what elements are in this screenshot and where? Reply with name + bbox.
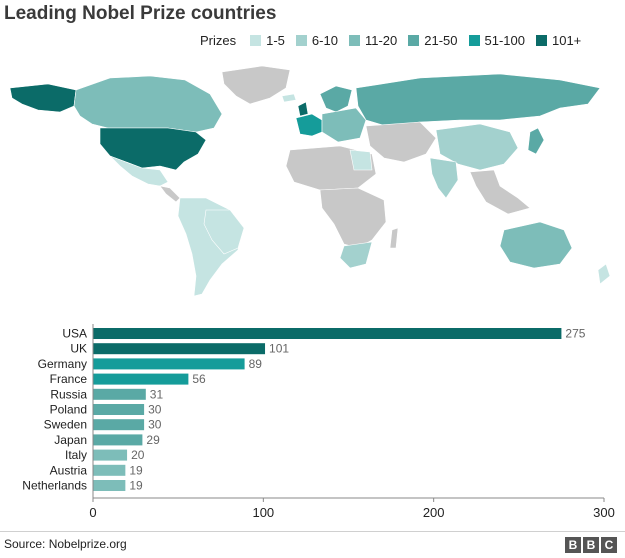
bar-label: Russia xyxy=(50,387,87,401)
map-uk xyxy=(297,101,309,117)
legend-item-label: 1-5 xyxy=(266,33,285,48)
legend-item: 11-20 xyxy=(348,33,398,48)
bar-value-label: 89 xyxy=(249,357,263,371)
map-canada xyxy=(73,75,223,133)
legend-swatch xyxy=(535,35,547,46)
map-madagascar xyxy=(389,227,399,249)
bar xyxy=(93,480,126,491)
map-se-asia xyxy=(469,169,531,215)
x-tick-label: 100 xyxy=(252,505,274,520)
bbc-logo-c: C xyxy=(601,537,617,553)
bar-chart: USA 275 UK 101 Germany 89 France 56 Russia 31 Pola… xyxy=(22,324,615,520)
x-tick-label: 200 xyxy=(423,505,445,520)
chart-title: Leading Nobel Prize countries xyxy=(4,3,277,24)
legend-swatch xyxy=(348,35,360,46)
bar-value-label: 19 xyxy=(129,479,143,493)
footer-divider xyxy=(0,531,625,532)
legend-swatch xyxy=(250,35,262,46)
bar-label: France xyxy=(50,372,88,386)
bbc-logo-b1: B xyxy=(565,537,581,553)
legend-item: 1-5 xyxy=(250,33,285,48)
bar-label: Sweden xyxy=(44,418,87,432)
bar-value-label: 30 xyxy=(148,418,162,432)
legend-item: 101+ xyxy=(535,33,582,48)
bar-value-label: 20 xyxy=(131,448,145,462)
map-central-asia xyxy=(365,121,437,163)
bar xyxy=(93,343,266,355)
map-egypt xyxy=(349,149,373,171)
map-europe-east xyxy=(321,107,367,143)
legend-swatch xyxy=(408,35,420,46)
map-iceland xyxy=(281,93,297,103)
bar-value-label: 275 xyxy=(565,327,585,341)
bar xyxy=(93,358,245,370)
bar-value-label: 31 xyxy=(150,387,164,401)
bar xyxy=(93,404,145,415)
bar-label: Italy xyxy=(65,448,87,462)
legend-item-label: 6-10 xyxy=(311,33,338,48)
bar xyxy=(93,388,146,400)
bar-label: Netherlands xyxy=(22,479,87,493)
legend-swatch xyxy=(468,35,480,46)
bar-value-label: 30 xyxy=(148,403,162,417)
legend-item-label: 21-50 xyxy=(424,33,458,48)
map-usa xyxy=(99,127,207,171)
legend-label: Prizes xyxy=(200,33,237,48)
x-tick-label: 0 xyxy=(89,505,96,520)
bar-value-label: 56 xyxy=(192,372,206,386)
map-china xyxy=(435,123,519,171)
legend-item: 21-50 xyxy=(408,33,458,48)
legend-item-label: 11-20 xyxy=(364,33,398,48)
bar-label: Germany xyxy=(38,357,87,371)
bar-value-label: 101 xyxy=(269,342,289,356)
bar xyxy=(93,464,126,476)
map-japan xyxy=(527,127,545,155)
legend-item-label: 101+ xyxy=(551,33,582,48)
map-central-africa xyxy=(319,187,387,249)
map-brazil xyxy=(203,209,245,255)
bar-value-label: 29 xyxy=(146,433,160,447)
bar-label: USA xyxy=(62,327,87,341)
legend-item: 6-10 xyxy=(295,33,338,48)
bar-label: Austria xyxy=(50,463,88,477)
bar xyxy=(93,373,189,385)
bar xyxy=(93,449,128,461)
map-central-america xyxy=(159,185,181,203)
bar xyxy=(93,419,145,431)
map-south-africa xyxy=(339,241,373,269)
map-india xyxy=(429,157,459,199)
source-note: Source: Nobelprize.org xyxy=(4,537,127,551)
map-greenland xyxy=(221,65,291,105)
map-australia xyxy=(499,221,573,269)
legend-item-label: 51-100 xyxy=(484,33,525,48)
bar xyxy=(93,328,562,339)
x-tick-label: 300 xyxy=(593,505,615,520)
map-scandinavia xyxy=(319,85,353,113)
map-russia xyxy=(355,73,601,127)
bar xyxy=(93,434,143,446)
map-alaska xyxy=(9,83,77,113)
bar-label: Japan xyxy=(54,433,87,447)
bar-label: UK xyxy=(70,342,87,356)
bar-value-label: 19 xyxy=(129,463,143,477)
legend-item: 51-100 xyxy=(468,33,525,48)
world-map xyxy=(9,65,611,297)
legend-swatch xyxy=(295,35,307,46)
bar-label: Poland xyxy=(50,403,87,417)
map-europe-west xyxy=(295,113,323,137)
bbc-logo-b2: B xyxy=(583,537,599,553)
map-new-zealand xyxy=(597,263,611,285)
legend: Prizes 1-5 6-10 11-20 21-50 51-100 101+ xyxy=(200,33,592,48)
